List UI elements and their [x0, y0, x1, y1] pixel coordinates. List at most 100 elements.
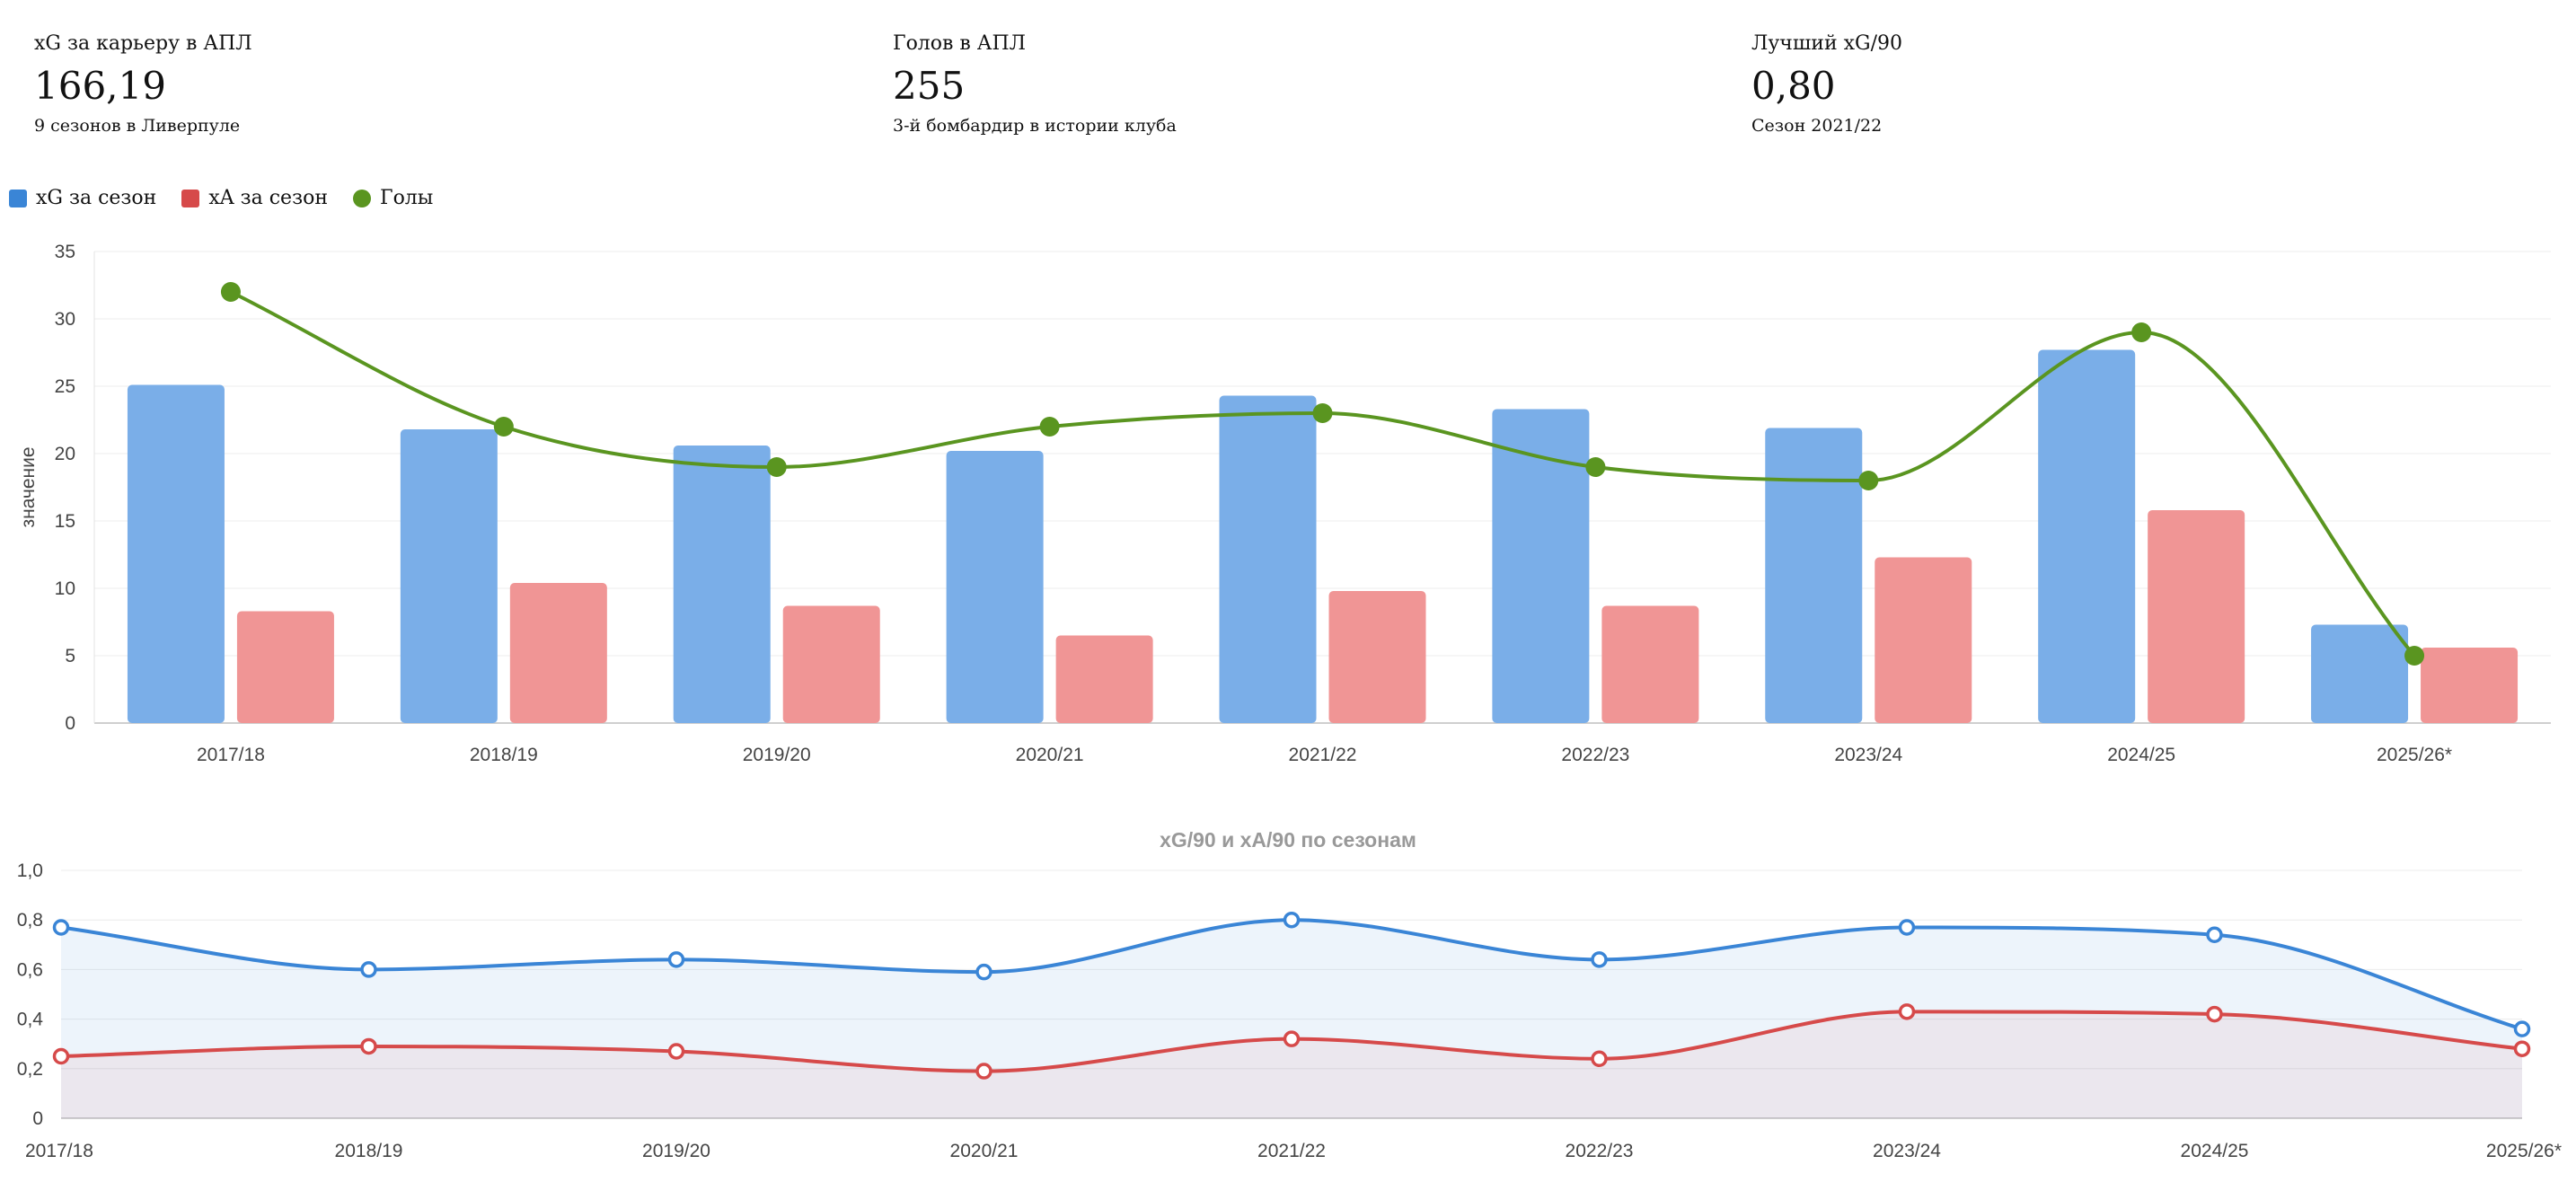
goals-point[interactable] — [1585, 457, 1606, 477]
kpi-card-xg-career: xG за карьеру в АПЛ 166,19 9 сезонов в Л… — [34, 31, 842, 138]
x-tick-label: 2025/26* — [2486, 1141, 2562, 1161]
season-totals-chart: 0 5 10 15 20 25 30 35 значение 2017/18 2018/19 2019… — [18, 242, 2551, 765]
bar-xa[interactable] — [1601, 605, 1699, 724]
bar-xa[interactable] — [2421, 648, 2519, 723]
goals-point[interactable] — [766, 457, 787, 477]
xa90-point[interactable] — [975, 1063, 992, 1080]
x-tick-label: 2022/23 — [1561, 745, 1629, 765]
per90-chart: xG/90 и xA/90 по сезонам 0 0,2 0,4 0,6 0,8 1,0… — [17, 828, 2562, 1161]
xg90-area — [61, 920, 2522, 1118]
x-tick-label: 2022/23 — [1566, 1141, 1634, 1161]
bar-xa[interactable] — [1328, 591, 1426, 723]
y-tick-label: 0,8 — [17, 910, 43, 931]
kpi-card-goals: Голов в АПЛ 255 3-й бомбардир в истории … — [893, 31, 1701, 138]
goals-point[interactable] — [1039, 417, 1060, 437]
y-tick-label: 0 — [32, 1108, 43, 1129]
xg90-point[interactable] — [2206, 926, 2223, 944]
bar-xg[interactable] — [2311, 624, 2409, 724]
chart-title: xG/90 и xA/90 по сезонам — [1160, 828, 1416, 851]
x-tick-label: 2020/21 — [950, 1141, 1019, 1161]
kpi-note: 3-й бомбардир в истории клуба — [893, 116, 1177, 136]
kpi-card-best-xg90: Лучший xG/90 0,80 Сезон 2021/22 — [1751, 31, 2560, 138]
y-tick-label: 30 — [55, 309, 75, 330]
bar-xa[interactable] — [236, 611, 334, 724]
xg90-point[interactable] — [667, 951, 685, 968]
y-tick-label: 15 — [55, 511, 75, 532]
x-tick-label: 2023/24 — [1834, 745, 1902, 765]
xg90-point[interactable] — [2513, 1020, 2531, 1037]
kpi-label: Лучший xG/90 — [1751, 32, 1903, 55]
xa90-point[interactable] — [52, 1047, 70, 1065]
xa90-point[interactable] — [360, 1037, 377, 1055]
y-tick-label: 5 — [65, 646, 75, 666]
kpi-value: 0,80 — [1751, 64, 1836, 108]
x-tick-label: 2019/20 — [743, 745, 811, 765]
y-axis-label: значение — [18, 446, 39, 527]
goals-point[interactable] — [1312, 403, 1333, 423]
y-tick-label: 0,4 — [17, 1010, 44, 1030]
bar-xg[interactable] — [673, 446, 771, 723]
xg90-point[interactable] — [975, 963, 992, 981]
kpi-label: Голов в АПЛ — [893, 32, 1026, 55]
goals-point[interactable] — [2404, 646, 2425, 666]
y-tick-label: 0,6 — [17, 959, 43, 980]
legend-label-goals: Голы — [380, 187, 434, 209]
bar-xg[interactable] — [1219, 395, 1317, 724]
x-tick-label: 2018/19 — [335, 1141, 403, 1161]
bar-xg[interactable] — [2038, 349, 2136, 724]
x-tick-label: 2021/22 — [1289, 745, 1357, 765]
goals-line — [230, 290, 2416, 657]
x-tick-label: 2025/26* — [2377, 745, 2452, 765]
y-tick-label: 20 — [55, 444, 75, 464]
xa90-point[interactable] — [1283, 1030, 1301, 1047]
bar-xg[interactable] — [400, 429, 498, 723]
xa90-point[interactable] — [667, 1043, 685, 1060]
x-tick-label: 2023/24 — [1873, 1141, 1941, 1161]
xg90-point[interactable] — [52, 919, 70, 936]
bar-xa[interactable] — [1875, 557, 1972, 724]
x-tick-label: 2024/25 — [2181, 1141, 2249, 1161]
x-tick-label: 2020/21 — [1016, 745, 1084, 765]
kpi-note: Сезон 2021/22 — [1751, 116, 1883, 136]
xg90-point[interactable] — [1898, 919, 1916, 936]
xa90-point[interactable] — [1898, 1003, 1916, 1020]
legend-item-goals[interactable]: Голы — [353, 187, 433, 209]
goals-point[interactable] — [1858, 471, 1879, 490]
xa90-point[interactable] — [2206, 1005, 2223, 1023]
x-tick-label: 2017/18 — [25, 1141, 93, 1161]
x-tick-label: 2017/18 — [197, 745, 265, 765]
bar-xa[interactable] — [2148, 510, 2245, 723]
legend-item-xg[interactable]: xG за сезон — [9, 187, 156, 209]
goals-point[interactable] — [220, 282, 241, 302]
xa90-area — [61, 1011, 2522, 1118]
legend-swatch-xa — [181, 189, 200, 207]
bar-xg[interactable] — [1765, 428, 1863, 724]
kpi-value: 166,19 — [34, 64, 166, 108]
y-tick-label: 0,2 — [17, 1059, 43, 1080]
kpi-note: 9 сезонов в Ливерпуле — [34, 116, 241, 136]
legend-item-xa[interactable]: xA за сезон — [181, 187, 328, 209]
bar-xa[interactable] — [509, 583, 607, 723]
legend-label-xa: xA за сезон — [208, 187, 328, 209]
goals-point[interactable] — [2131, 322, 2152, 342]
bar-xa[interactable] — [782, 605, 880, 724]
legend-swatch-goals — [353, 189, 371, 207]
legend-swatch-xg — [9, 189, 27, 207]
xg90-point[interactable] — [1591, 951, 1608, 968]
xg90-point[interactable] — [1283, 911, 1301, 929]
goals-point[interactable] — [493, 417, 514, 437]
y-tick-label: 35 — [55, 242, 75, 262]
y-tick-label: 25 — [55, 376, 75, 397]
y-tick-label: 1,0 — [17, 860, 43, 881]
kpi-value: 255 — [893, 64, 966, 108]
bar-xg[interactable] — [127, 384, 225, 724]
bar-xg[interactable] — [1492, 409, 1590, 724]
xg90-point[interactable] — [360, 961, 377, 978]
chart-legend: xG за сезон xA за сезон Голы — [9, 187, 458, 209]
xa90-point[interactable] — [1591, 1050, 1608, 1068]
bar-xg[interactable] — [946, 451, 1044, 723]
x-tick-label: 2018/19 — [470, 745, 538, 765]
bar-xa[interactable] — [1055, 635, 1153, 724]
x-tick-label: 2024/25 — [2107, 745, 2175, 765]
xa90-point[interactable] — [2513, 1040, 2531, 1057]
